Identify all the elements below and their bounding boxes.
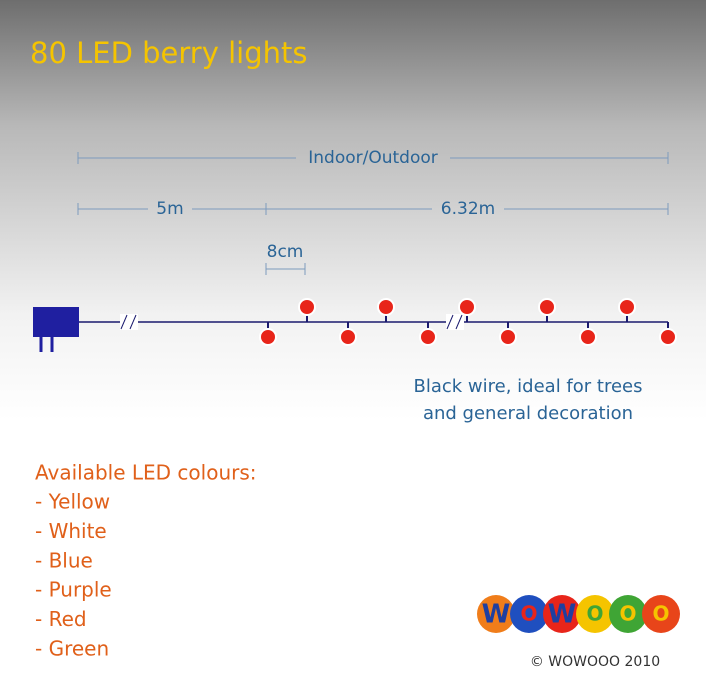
dimension-label: 8cm (267, 242, 304, 262)
colour-list: - Yellow - White - Blue - Purple - Red - Gree… (35, 490, 112, 661)
colours-heading: Available LED colours: (35, 461, 257, 485)
logo-letter: W (482, 600, 511, 630)
logo-circle (543, 595, 581, 633)
bulb (538, 298, 556, 316)
logo-circle (576, 595, 614, 633)
bulb (419, 328, 437, 346)
bulb (659, 328, 677, 346)
colour-item: - White (35, 519, 107, 543)
bulb (499, 328, 517, 346)
dimension-label: Indoor/Outdoor (308, 148, 438, 168)
bulb (377, 298, 395, 316)
logo-letter: O (652, 602, 669, 626)
note: Black wire, ideal for trees (414, 376, 643, 397)
logo-letter: O (619, 602, 636, 626)
bulb (458, 298, 476, 316)
title: 80 LED berry lights (30, 36, 308, 70)
bulb (298, 298, 316, 316)
light-string (33, 298, 677, 352)
dimension-lines (77, 152, 669, 275)
bulb (259, 328, 277, 346)
colour-item: - Yellow (35, 490, 110, 514)
dimension-label: 6.32m (441, 199, 495, 219)
note: and general decoration (423, 403, 633, 424)
logo-circle (609, 595, 647, 633)
bulb (339, 328, 357, 346)
logo-circle (510, 595, 548, 633)
bulb (579, 328, 597, 346)
logo-letter: W (548, 600, 577, 630)
logo-letter: O (586, 602, 603, 626)
colour-item: - Blue (35, 548, 93, 572)
logo-letter: O (520, 602, 537, 626)
logo-circle (477, 595, 515, 633)
copyright: © WOWOOO 2010 (530, 654, 660, 670)
logo-circle (642, 595, 680, 633)
colour-item: - Green (35, 637, 109, 661)
dimension-label: 5m (156, 199, 183, 219)
colour-item: - Red (35, 607, 87, 631)
colour-item: - Purple (35, 578, 112, 602)
bulb (618, 298, 636, 316)
